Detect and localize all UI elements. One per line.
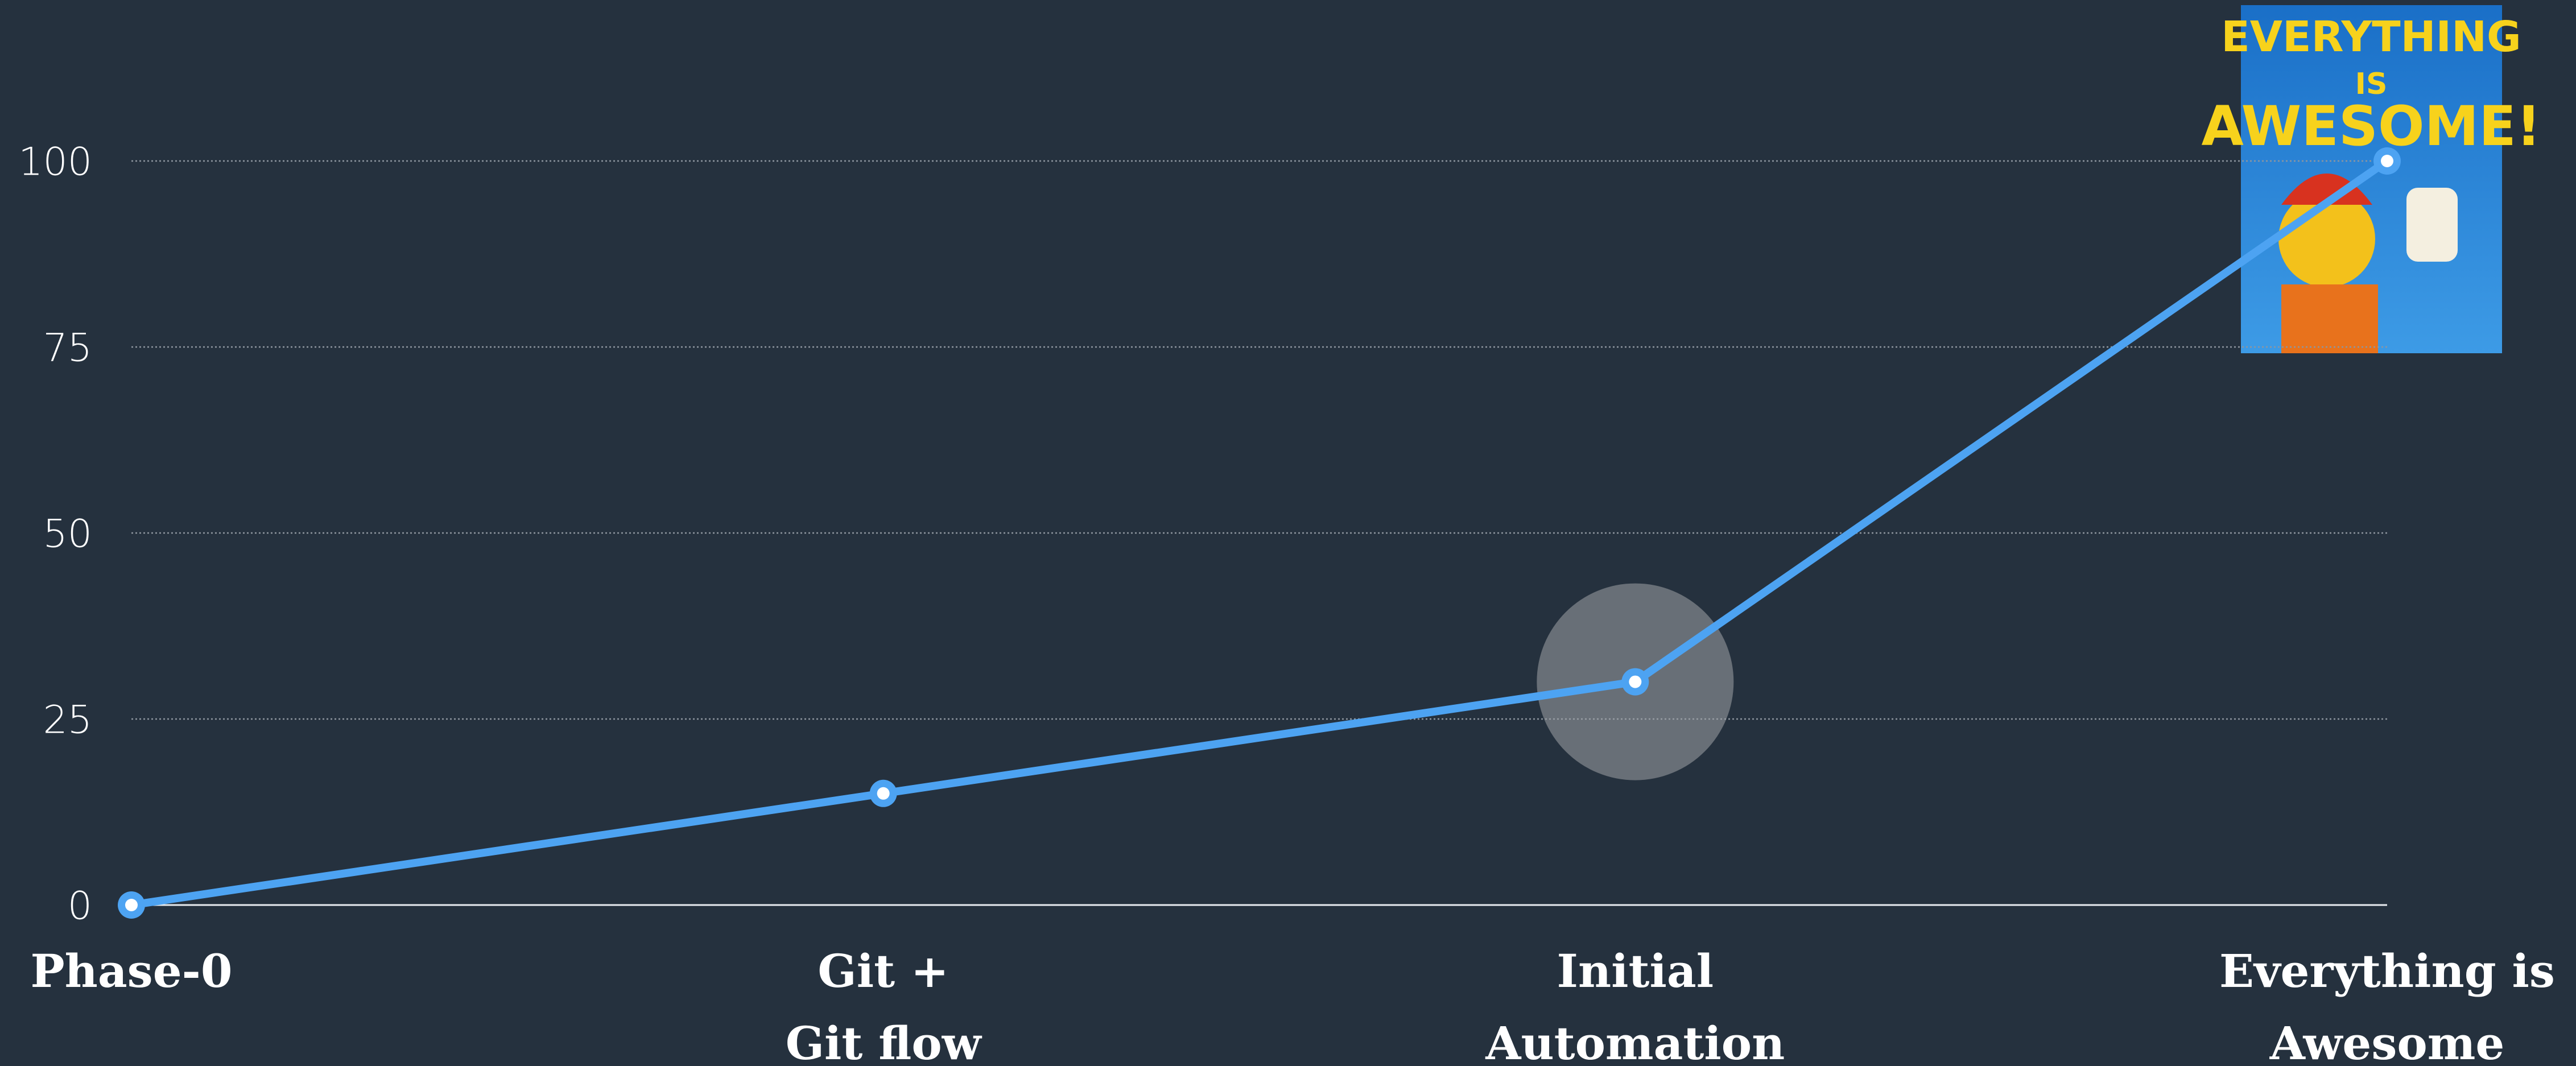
line: [130, 158, 2389, 909]
point-center: [125, 899, 138, 911]
point-center: [877, 787, 890, 800]
x-tick-label: Phase-0: [31, 944, 233, 998]
poster-text: IS: [2355, 67, 2388, 101]
y-tick-label: 0: [68, 884, 92, 929]
x-tick-label: Everything is Awesome: [2219, 944, 2555, 1066]
y-tick-label: 100: [18, 140, 92, 185]
y-tick-label: 50: [43, 512, 92, 557]
y-tick-label: 25: [43, 698, 92, 743]
poster-text: AWESOME!: [2201, 94, 2541, 158]
x-tick-label: Git + Git flow: [786, 944, 982, 1066]
x-tick-label: Initial Automation: [1485, 944, 1785, 1066]
poster-figure-body: [2281, 284, 2378, 353]
y-tick-label: 75: [43, 326, 92, 371]
point-center: [2381, 155, 2393, 167]
poster-figure-helmet: [2281, 173, 2372, 205]
poster-text: EVERYTHING: [2221, 13, 2521, 61]
point-center: [1629, 675, 1642, 688]
poster-cup: [2406, 188, 2458, 262]
